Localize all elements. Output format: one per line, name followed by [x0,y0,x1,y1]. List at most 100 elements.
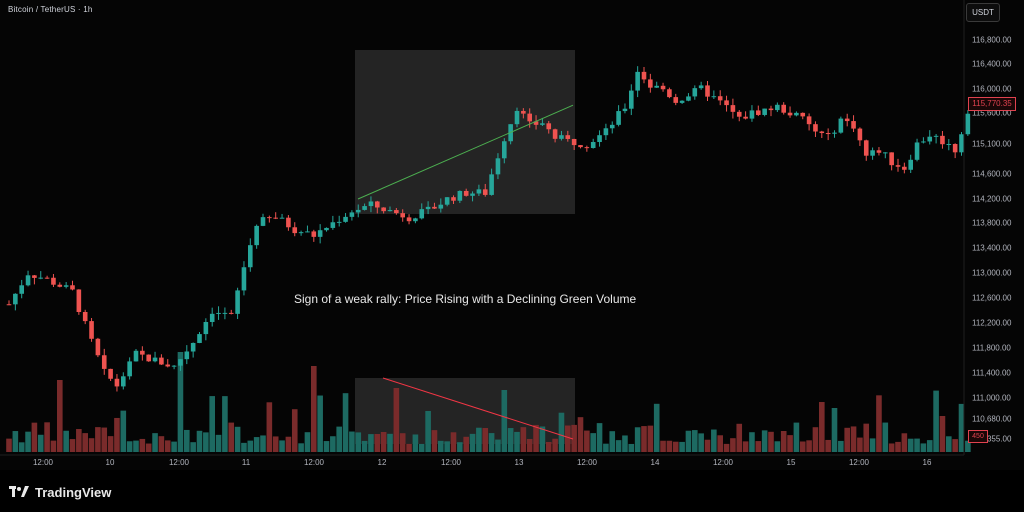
y-tick-label: 116,000.00 [972,84,1012,94]
volume-bar [526,438,533,452]
volume-bar [285,436,292,452]
candle-body [648,79,653,88]
volume-bar [387,433,393,452]
candle-body [235,290,240,314]
volume-bar [622,435,628,452]
candle-body [629,90,634,109]
volume-bar [761,430,768,452]
volume-bar [666,440,673,452]
volume-bar [628,443,635,452]
candle-body [165,364,171,367]
volume-bar [380,432,387,452]
candle-body [616,111,621,125]
volume-bar [444,441,450,452]
tradingview-logo-icon [9,486,29,497]
volume-bar [819,402,825,452]
volume-bar [952,439,958,452]
volume-bar [368,434,374,452]
candle-body [686,96,691,101]
candle-body [921,141,926,143]
candle-body [609,124,615,129]
x-tick-label: 11 [241,458,251,467]
candle-body [813,124,818,132]
volume-bar [717,435,723,452]
volume-bar [342,393,349,452]
candle-body [673,97,679,103]
candle-body [787,112,793,116]
candle-body [311,231,317,237]
candle-body [419,209,425,219]
volume-bar [107,436,114,452]
x-tick-label: 12:00 [576,458,598,467]
y-tick-label: 111,800.00 [972,343,1011,353]
volume-bar [215,434,222,452]
volume-bar [584,430,590,452]
y-tick-label: 115,600.00 [972,108,1012,118]
candle-body [635,71,640,91]
price-trendline[interactable] [357,104,574,200]
candle-body [489,174,494,195]
candle-body [844,118,850,122]
candle-body [546,123,552,130]
candle-body [775,104,780,111]
chart-canvas[interactable] [0,0,1024,470]
currency-button[interactable]: USDT [966,3,1000,22]
candle-body [730,105,736,112]
brand-footer[interactable]: TradingView [9,484,111,500]
candle-body [305,231,310,233]
y-tick-label: 113,000.00 [972,268,1012,278]
volume-bar [501,390,508,452]
volume-bar [399,433,406,452]
volume-bar [450,432,457,452]
volume-bar [241,442,247,452]
volume-bar [876,395,882,452]
annotation-text: Sign of a weak rally: Price Rising with … [294,292,637,306]
candle-body [654,85,659,88]
candle-body [362,206,367,210]
x-tick-label: 12:00 [712,458,734,467]
volume-bar [177,352,184,452]
volume-bar [101,427,108,452]
volume-bar [57,380,63,452]
volume-bar [774,441,781,452]
candle-body [19,285,24,294]
candle-body [82,312,88,322]
candle-body [857,128,863,141]
volume-trendline[interactable] [382,377,574,440]
volume-bar [933,390,939,452]
candle-body [883,152,888,154]
volume-bar [425,410,431,452]
candle-body [711,96,717,98]
chart-panel[interactable]: Bitcoin / TetherUS · 1h USDT 116,800.00 1… [0,0,1024,470]
volume-bar [806,440,812,452]
candle-body [209,313,215,322]
y-tick-label: 116,400.00 [972,59,1012,69]
candle-body [368,201,374,207]
candle-body [438,204,444,209]
candle-body [521,110,526,114]
volume-bar [939,416,946,452]
volume-bar [653,403,660,452]
volume-bar [222,396,228,452]
candle-body [724,100,729,106]
candle-body [863,140,869,156]
volume-bar [63,430,69,452]
x-tick-label: 12:00 [848,458,870,467]
volume-bar [196,430,203,452]
candle-body [914,142,920,160]
candle-body [622,108,628,112]
candle-body [324,227,329,231]
candle-body [127,361,132,377]
x-tick-label: 12:00 [168,458,190,467]
volume-bar [857,437,863,452]
volume-bar [914,438,920,452]
candle-body [832,132,837,134]
last-price-tag: 115,770.35 [968,97,1016,111]
candle-body [908,159,913,170]
volume-bar [171,441,177,452]
candle-body [940,135,945,145]
volume-bar [603,443,609,452]
y-tick-label: 112,600.00 [972,293,1012,303]
volume-bar [431,430,438,452]
volume-bar [812,427,819,452]
